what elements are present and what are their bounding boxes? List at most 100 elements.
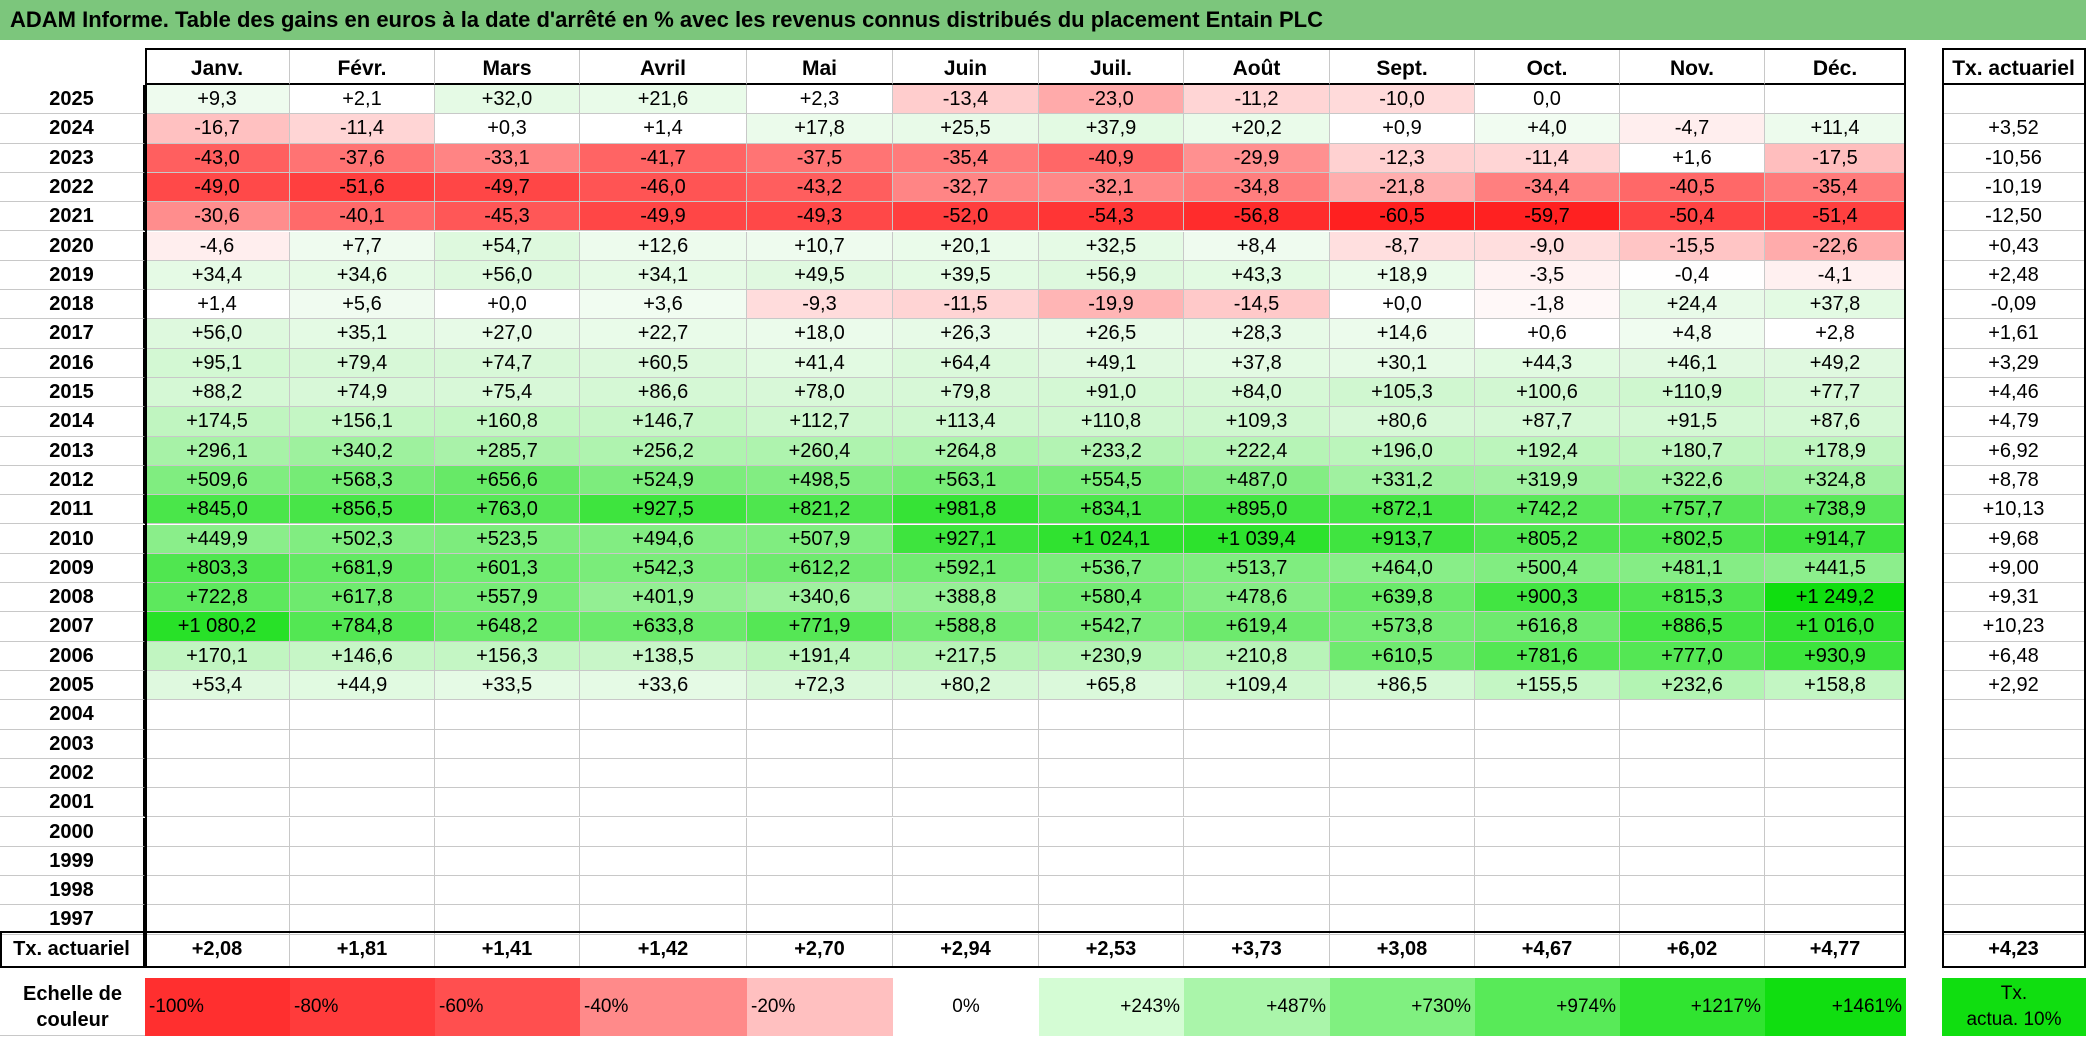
table-cell: +25,5 xyxy=(893,114,1039,144)
table-cell: +20,1 xyxy=(893,231,1039,261)
table-cell: +784,8 xyxy=(290,612,435,642)
table-cell: +914,7 xyxy=(1765,524,1906,554)
table-cell: +95,1 xyxy=(145,348,290,378)
table-cell xyxy=(1184,788,1330,818)
table-cell: +170,1 xyxy=(145,641,290,671)
table-cell: +656,6 xyxy=(435,465,580,496)
month-header: Avril xyxy=(580,48,747,85)
table-cell: +557,9 xyxy=(435,583,580,613)
color-scale-label: Echelle de couleur xyxy=(0,978,145,1036)
table-cell: +158,8 xyxy=(1765,671,1906,701)
table-cell xyxy=(1039,758,1184,789)
table-cell: +146,6 xyxy=(290,641,435,671)
table-cell: -29,9 xyxy=(1184,143,1330,173)
table-cell xyxy=(747,788,893,818)
table-cell: +33,6 xyxy=(580,671,747,701)
year-label: 2009 xyxy=(0,553,145,584)
table-cell: +331,2 xyxy=(1330,465,1475,496)
table-cell: +542,7 xyxy=(1039,612,1184,642)
table-cell: -8,7 xyxy=(1330,231,1475,261)
table-cell: -34,4 xyxy=(1475,172,1620,203)
table-cell: -60,5 xyxy=(1330,202,1475,232)
table-cell: -45,3 xyxy=(435,202,580,232)
table-cell: +233,2 xyxy=(1039,436,1184,466)
table-cell: -0,4 xyxy=(1620,260,1765,291)
table-cell: +771,9 xyxy=(747,612,893,642)
table-cell: -16,7 xyxy=(145,114,290,144)
table-cell: +105,3 xyxy=(1330,378,1475,408)
table-cell: +113,4 xyxy=(893,407,1039,437)
table-cell: +35,1 xyxy=(290,319,435,349)
month-header: Oct. xyxy=(1475,48,1620,85)
month-header: Sept. xyxy=(1330,48,1475,85)
total-tx-actuariel: +4,23 xyxy=(1942,931,2086,968)
table-cell: +156,1 xyxy=(290,407,435,437)
table-cell: +319,9 xyxy=(1475,465,1620,496)
year-label: 1997 xyxy=(0,905,145,935)
month-tx-actuariel: +4,77 xyxy=(1765,931,1906,968)
table-cell: +109,4 xyxy=(1184,671,1330,701)
table-cell: +44,9 xyxy=(290,671,435,701)
year-label: 2021 xyxy=(0,202,145,232)
month-header: Mai xyxy=(747,48,893,85)
table-cell: +930,9 xyxy=(1765,641,1906,671)
table-cell: +77,7 xyxy=(1765,378,1906,408)
month-tx-actuariel: +2,70 xyxy=(747,931,893,968)
month-tx-actuariel: +2,08 xyxy=(145,931,290,968)
table-cell: +927,5 xyxy=(580,495,747,525)
table-cell: +9,3 xyxy=(145,85,290,115)
table-cell xyxy=(580,905,747,935)
month-header: Nov. xyxy=(1620,48,1765,85)
table-cell xyxy=(747,729,893,759)
table-cell xyxy=(1039,729,1184,759)
table-cell: +494,6 xyxy=(580,524,747,554)
table-cell: -49,3 xyxy=(747,202,893,232)
table-cell xyxy=(1039,788,1184,818)
table-cell: -43,2 xyxy=(747,172,893,203)
row-tx-actuariel: +3,52 xyxy=(1942,114,2086,144)
table-cell: +26,3 xyxy=(893,319,1039,349)
table-cell: +72,3 xyxy=(747,671,893,701)
table-cell: +256,2 xyxy=(580,436,747,466)
table-cell xyxy=(580,729,747,759)
table-cell: +0,3 xyxy=(435,114,580,144)
year-label: 2017 xyxy=(0,319,145,349)
color-scale-swatch: -40% xyxy=(580,978,747,1036)
table-cell: -40,1 xyxy=(290,202,435,232)
table-cell: +285,7 xyxy=(435,436,580,466)
table-cell: -22,6 xyxy=(1765,231,1906,261)
table-cell: +191,4 xyxy=(747,641,893,671)
table-cell xyxy=(435,846,580,877)
table-cell xyxy=(435,905,580,935)
year-label: 2025 xyxy=(0,85,145,115)
table-cell xyxy=(893,905,1039,935)
table-cell: +834,1 xyxy=(1039,495,1184,525)
row-tx-actuariel: +0,43 xyxy=(1942,231,2086,261)
table-cell: +738,9 xyxy=(1765,495,1906,525)
table-cell xyxy=(1620,788,1765,818)
table-cell xyxy=(1620,846,1765,877)
table-cell: +10,7 xyxy=(747,231,893,261)
table-cell: +815,3 xyxy=(1620,583,1765,613)
year-label: 2000 xyxy=(0,817,145,847)
month-tx-actuariel: +6,02 xyxy=(1620,931,1765,968)
table-cell: +14,6 xyxy=(1330,319,1475,349)
table-cell: +56,0 xyxy=(145,319,290,349)
table-cell xyxy=(435,788,580,818)
color-scale-swatch: -80% xyxy=(290,978,435,1036)
color-scale-swatch: -60% xyxy=(435,978,580,1036)
table-cell: +900,3 xyxy=(1475,583,1620,613)
table-cell: +322,6 xyxy=(1620,465,1765,496)
table-cell xyxy=(1765,85,1906,115)
table-cell xyxy=(1039,905,1184,935)
table-cell: +2,8 xyxy=(1765,319,1906,349)
table-cell: +86,5 xyxy=(1330,671,1475,701)
table-cell: +21,6 xyxy=(580,85,747,115)
year-label: 2001 xyxy=(0,788,145,818)
table-cell: -40,5 xyxy=(1620,172,1765,203)
month-header: Janv. xyxy=(145,48,290,85)
table-cell: -17,5 xyxy=(1765,143,1906,173)
row-tx-actuariel: +10,13 xyxy=(1942,495,2086,525)
row-tx-actuariel: +4,79 xyxy=(1942,407,2086,437)
table-cell: -51,4 xyxy=(1765,202,1906,232)
